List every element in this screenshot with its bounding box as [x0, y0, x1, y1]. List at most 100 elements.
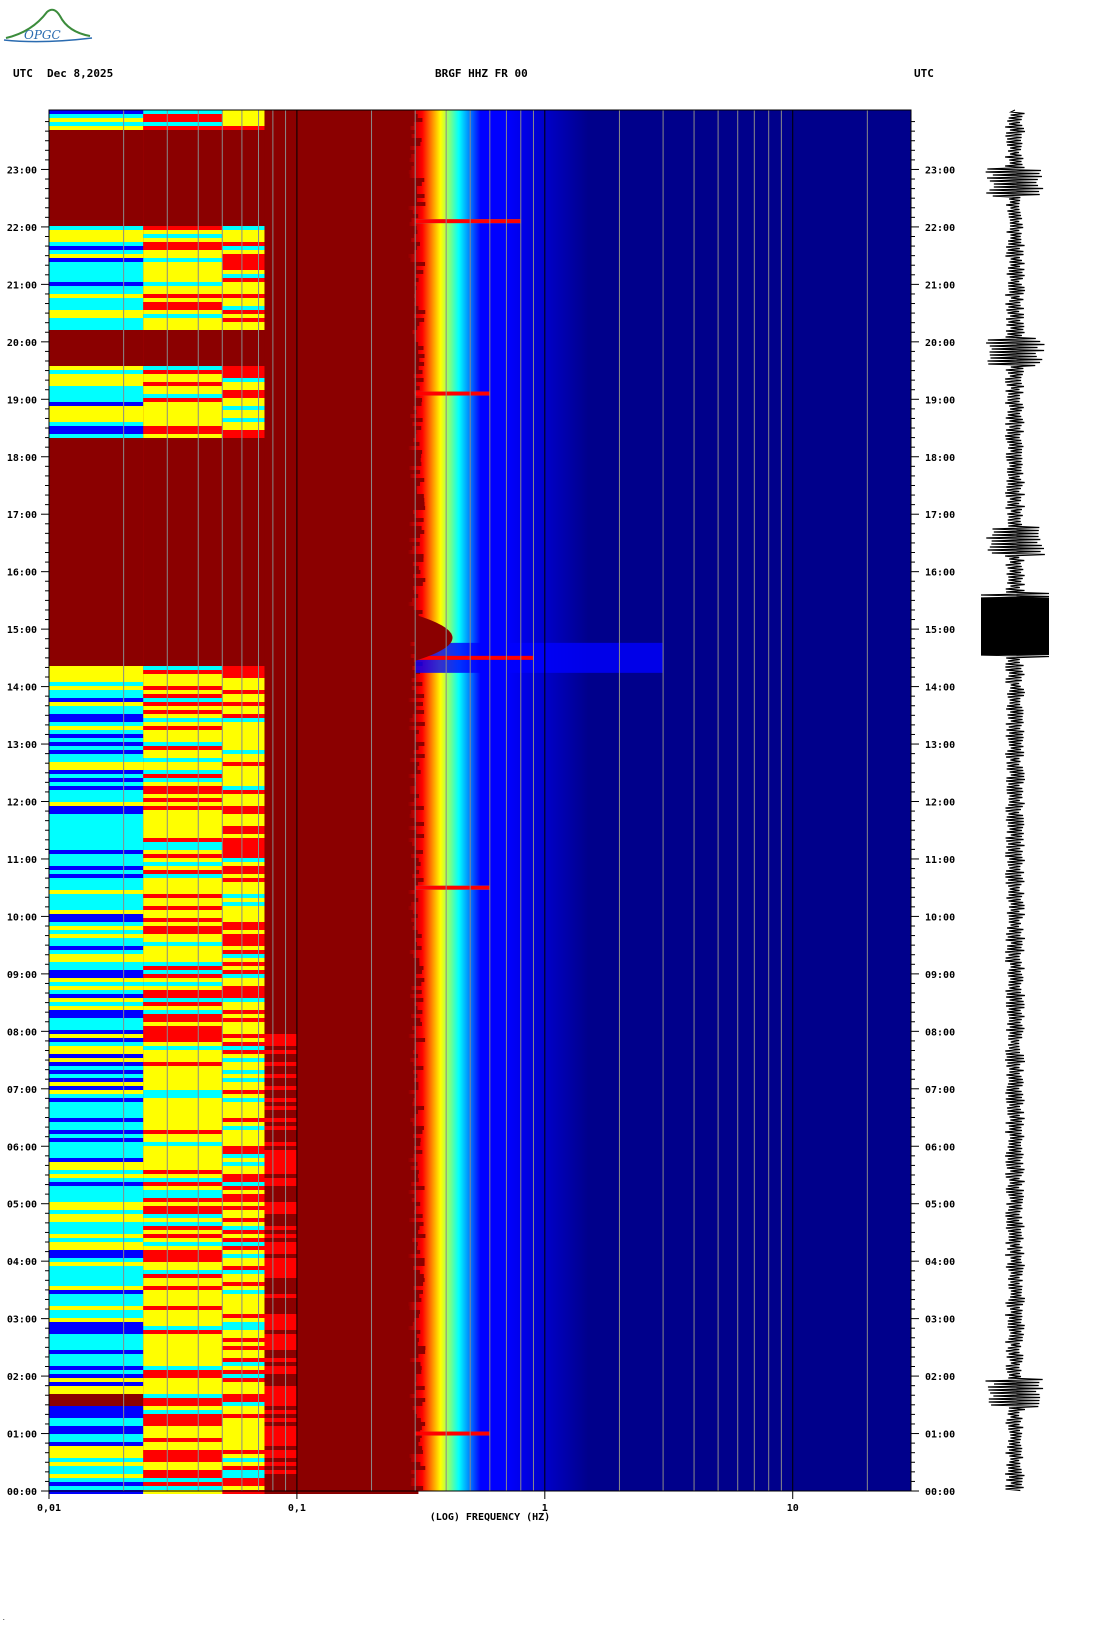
- heat-cell: [222, 334, 265, 338]
- heat-cell: [143, 1442, 223, 1446]
- heat-cell: [49, 1246, 144, 1250]
- heat-cell: [296, 838, 409, 842]
- heat-cell: [222, 486, 265, 490]
- heat-cell: [296, 994, 410, 998]
- heat-cell: [143, 1258, 223, 1262]
- heat-cell: [222, 662, 265, 666]
- heat-cell: [49, 726, 144, 730]
- heat-cell: [222, 806, 265, 810]
- event-core: [415, 655, 534, 660]
- heat-cell: [49, 166, 144, 170]
- heat-cell: [222, 1254, 265, 1258]
- event-core: [415, 1431, 490, 1436]
- heat-cell: [143, 618, 223, 622]
- heat-cell: [49, 898, 144, 902]
- heat-cell: [222, 314, 265, 318]
- heat-cell: [143, 1374, 223, 1378]
- heat-cell: [49, 1050, 144, 1054]
- heat-cell: [143, 490, 223, 494]
- heat-cell: [296, 430, 417, 434]
- heat-cell: [222, 934, 265, 938]
- heat-cell: [296, 1250, 421, 1254]
- heat-cell: [296, 1414, 417, 1418]
- heat-cell: [222, 1086, 265, 1090]
- y-tick-label-right: 18:00: [925, 453, 955, 464]
- heat-cell: [264, 1234, 297, 1238]
- heat-cell: [222, 1194, 265, 1198]
- heat-cell: [264, 818, 297, 822]
- heat-cell: [296, 1398, 426, 1402]
- heat-cell: [296, 1094, 416, 1098]
- heat-cell: [143, 746, 223, 750]
- heat-cell: [222, 478, 265, 482]
- heat-cell: [49, 1262, 144, 1266]
- heat-cell: [49, 346, 144, 350]
- heat-cell: [143, 486, 223, 490]
- heat-cell: [264, 214, 297, 218]
- heat-cell: [264, 518, 297, 522]
- heat-cell: [222, 1170, 265, 1174]
- heat-cell: [296, 1386, 425, 1390]
- heat-cell: [264, 154, 297, 158]
- heat-cell: [296, 1186, 425, 1190]
- heat-cell: [222, 794, 265, 798]
- heat-cell: [49, 1254, 144, 1258]
- heat-cell: [49, 778, 144, 782]
- heat-cell: [296, 1226, 420, 1230]
- heat-cell: [222, 1202, 265, 1206]
- heat-cell: [296, 1006, 418, 1010]
- heat-cell: [49, 1346, 144, 1350]
- heat-cell: [264, 210, 297, 214]
- heat-cell: [49, 382, 144, 386]
- heat-cell: [296, 654, 411, 658]
- heat-cell: [296, 1450, 423, 1454]
- heat-cell: [296, 334, 415, 338]
- heat-cell: [296, 938, 416, 942]
- heat-cell: [143, 986, 223, 990]
- heat-cell: [49, 862, 144, 866]
- heat-cell: [49, 1206, 144, 1210]
- heat-cell: [264, 186, 297, 190]
- heat-cell: [222, 918, 265, 922]
- heat-cell: [49, 1318, 144, 1322]
- heat-cell: [49, 822, 144, 826]
- heat-cell: [296, 214, 419, 218]
- heat-cell: [49, 390, 144, 394]
- heat-cell: [264, 726, 297, 730]
- heat-cell: [222, 822, 265, 826]
- heat-cell: [222, 1150, 265, 1154]
- heat-cell: [296, 874, 413, 878]
- heat-cell: [143, 570, 223, 574]
- heat-cell: [296, 1214, 423, 1218]
- heat-cell: [264, 734, 297, 738]
- heat-cell: [49, 1274, 144, 1278]
- heat-cell: [222, 374, 265, 378]
- heat-cell: [264, 138, 297, 142]
- heat-cell: [296, 146, 410, 150]
- heat-cell: [264, 966, 297, 970]
- heat-cell: [49, 234, 144, 238]
- heat-cell: [264, 682, 297, 686]
- heat-cell: [49, 226, 144, 230]
- heat-cell: [49, 566, 144, 570]
- heat-cell: [143, 542, 223, 546]
- heat-cell: [222, 1154, 265, 1158]
- heat-cell: [264, 614, 297, 618]
- heat-cell: [49, 274, 144, 278]
- heat-cell: [222, 406, 265, 410]
- heat-cell: [49, 498, 144, 502]
- heat-cell: [296, 1406, 413, 1410]
- heat-cell: [296, 1098, 414, 1102]
- heat-cell: [296, 822, 425, 826]
- heat-cell: [296, 434, 416, 438]
- heat-cell: [264, 310, 297, 314]
- heat-cell: [143, 862, 223, 866]
- heat-cell: [296, 194, 425, 198]
- heat-cell: [49, 1442, 144, 1446]
- heat-cell: [49, 1034, 144, 1038]
- heat-cell: [296, 894, 415, 898]
- heat-cell: [264, 562, 297, 566]
- heat-cell: [143, 1238, 223, 1242]
- heat-cell: [264, 1090, 297, 1094]
- heat-cell: [49, 178, 144, 182]
